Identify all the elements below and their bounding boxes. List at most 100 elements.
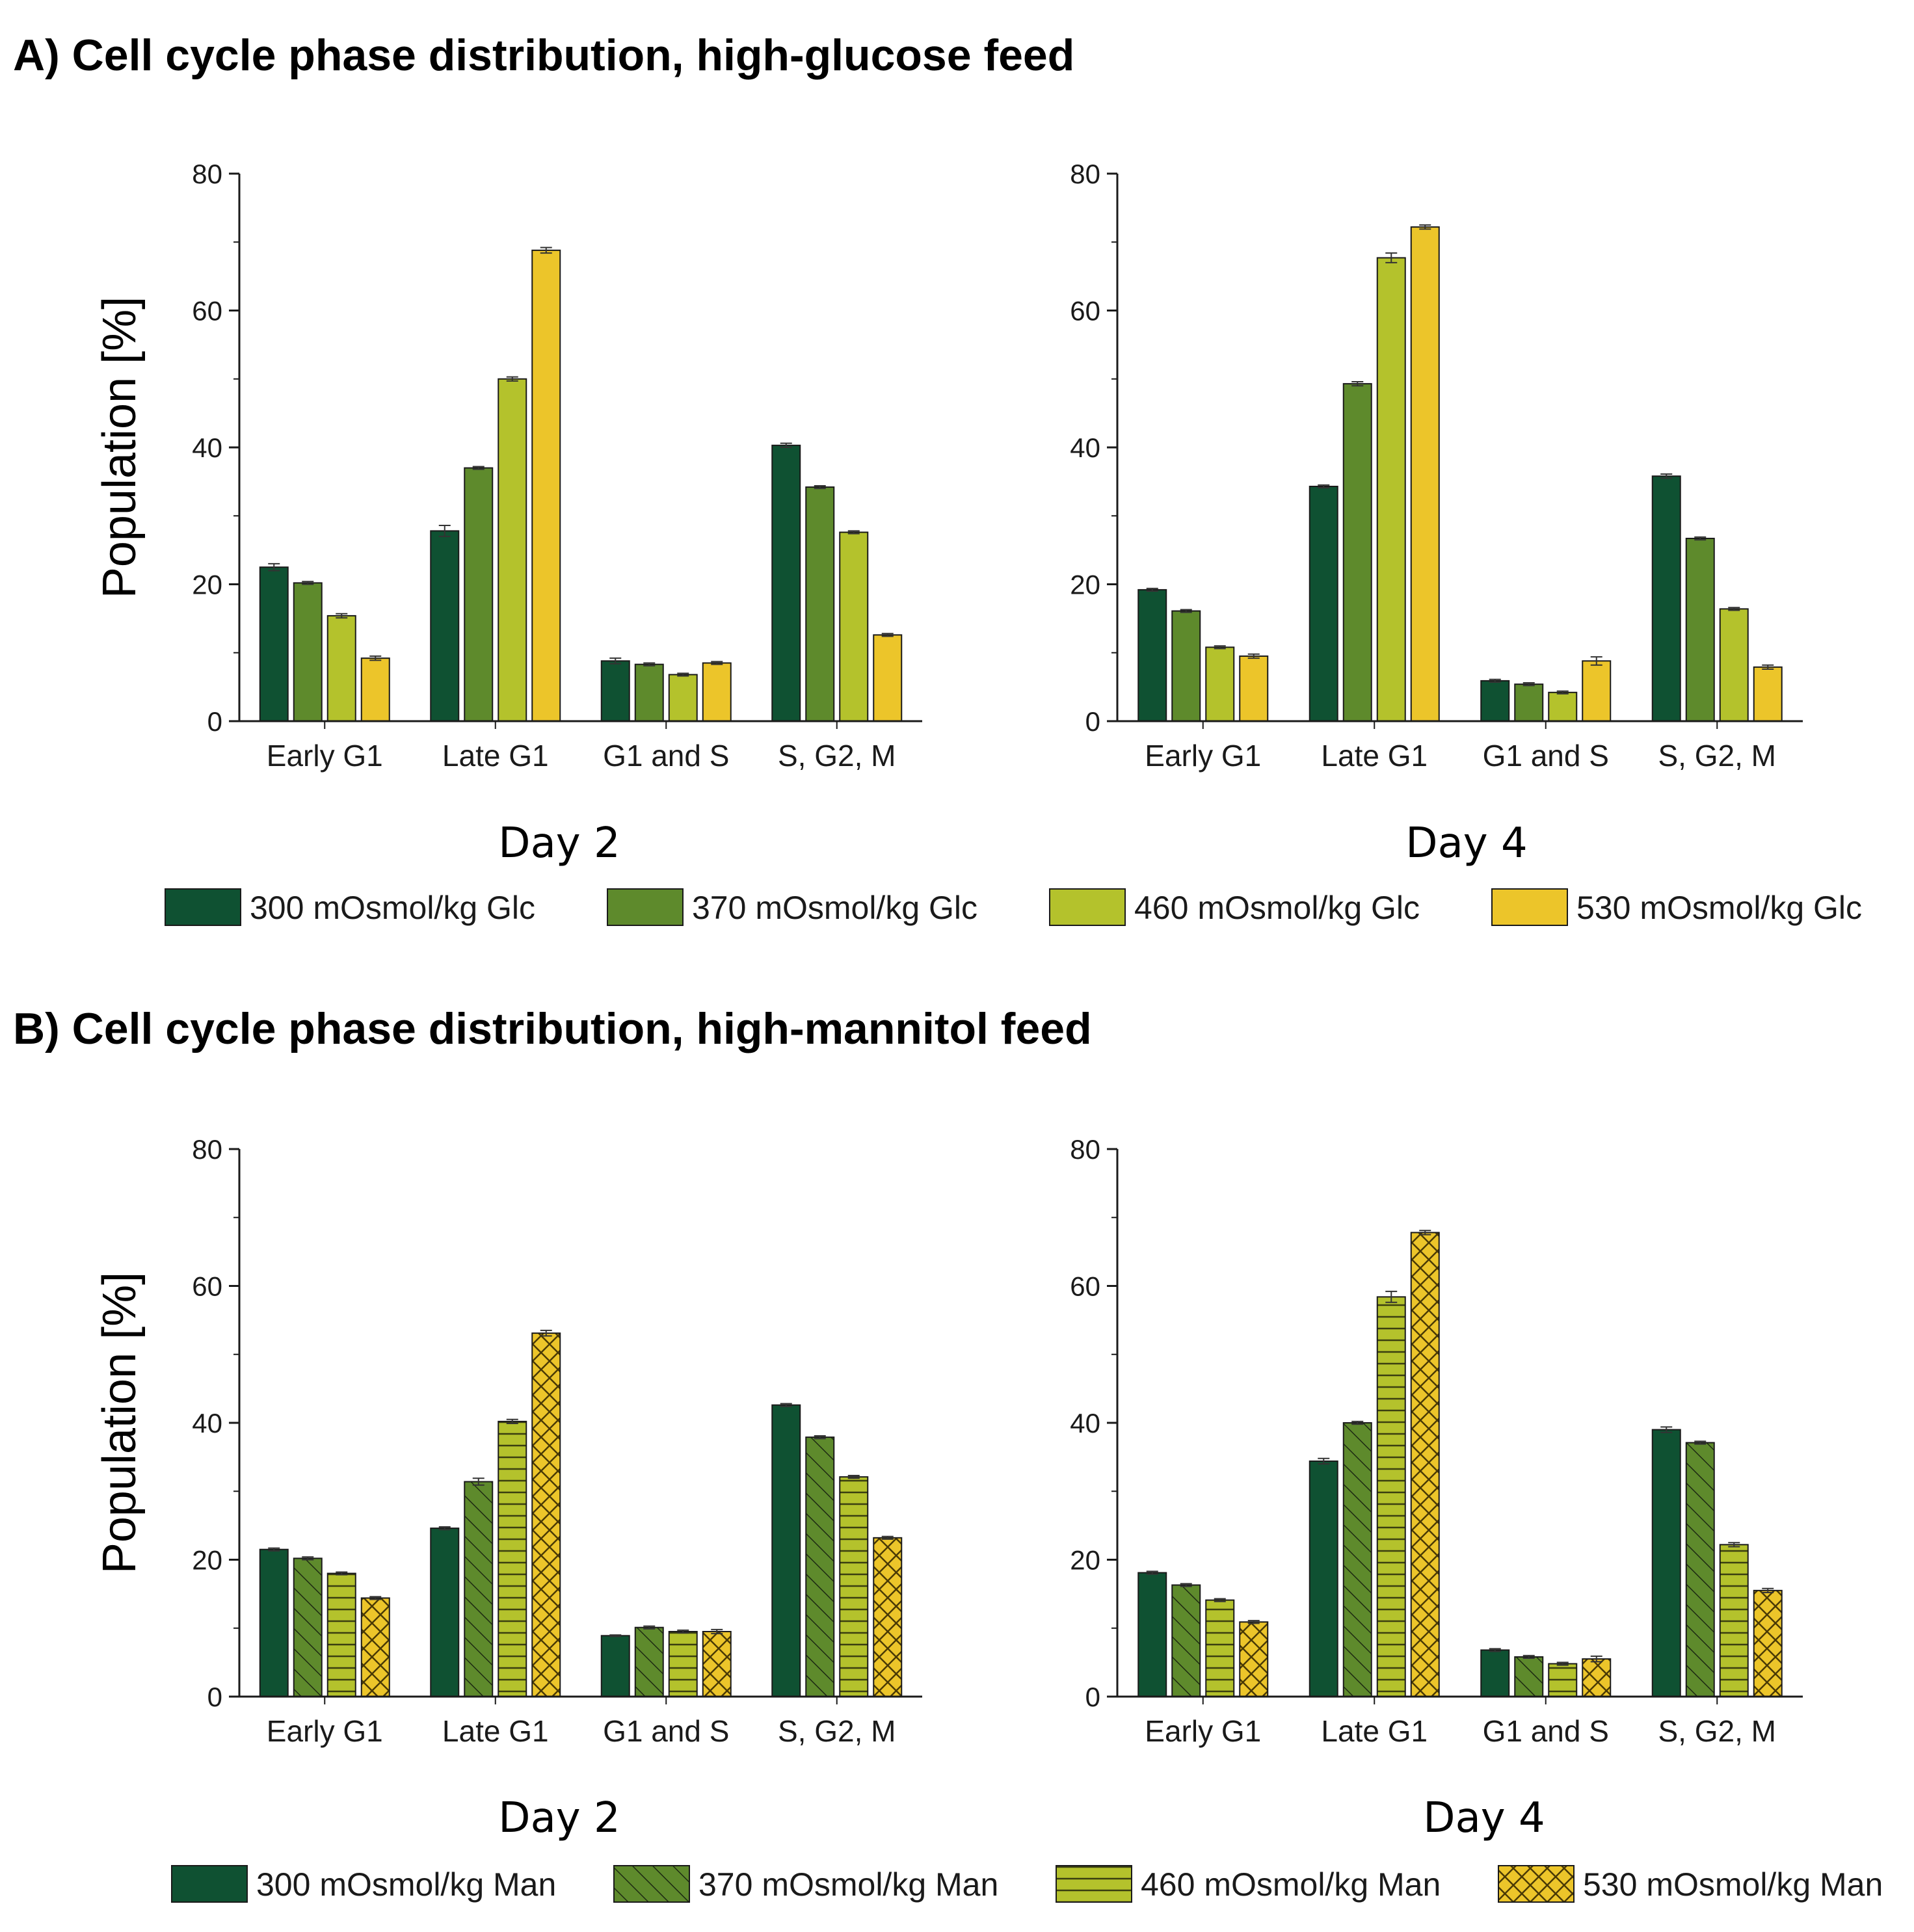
error-bar	[881, 1535, 894, 1540]
category-label: Late G1	[1321, 739, 1428, 773]
bar-3-2	[839, 531, 869, 722]
y-tick-label: 20	[1070, 1545, 1100, 1576]
error-bar	[1590, 656, 1602, 666]
error-bar	[1318, 1457, 1330, 1465]
error-bar	[1419, 1230, 1431, 1236]
chart-title: Day 4	[1405, 819, 1527, 867]
legend-label: 300 mOsmol/kg Man	[256, 1866, 556, 1903]
bar-0-2	[326, 615, 356, 722]
y-tick-label: 80	[192, 159, 222, 189]
bar-3-3	[1753, 1589, 1783, 1698]
bar-1-1	[1342, 1422, 1372, 1697]
error-bar	[1489, 678, 1501, 683]
error-bar	[472, 1477, 485, 1486]
error-bar	[1180, 609, 1192, 613]
error-bar	[540, 1329, 552, 1337]
legend-swatch	[171, 1865, 248, 1903]
error-bar	[438, 1526, 451, 1531]
category-label: Early G1	[1145, 739, 1261, 773]
error-bar	[268, 1547, 280, 1552]
chart-a-day2: 0 20 40 60 80 Early G1 Late G1 G1 and S S, G2, M…	[94, 159, 922, 867]
error-bar	[1247, 1620, 1260, 1624]
category-label: Late G1	[1321, 1714, 1428, 1748]
bar-2-1	[634, 663, 664, 722]
legend-label: 370 mOsmol/kg Glc	[692, 890, 977, 926]
bar-3-3	[873, 1537, 903, 1698]
bar-3-1	[1685, 1442, 1715, 1697]
bar-1-2	[1376, 257, 1406, 722]
y-tick-label: 40	[192, 432, 222, 463]
bar-2-2	[668, 1631, 698, 1697]
y-tick-label: 60	[192, 296, 222, 326]
error-bar	[336, 1571, 348, 1576]
category-label: G1 and S	[1483, 739, 1609, 773]
legend-swatch	[165, 888, 241, 926]
bar-2-1	[1514, 683, 1544, 722]
legend-glucose: 300 mOsmol/kg Glc 370 mOsmol/kg Glc 460 mO…	[165, 888, 1862, 926]
y-tick-label: 0	[207, 1682, 222, 1712]
bar-1-2	[1376, 1296, 1406, 1697]
error-bar	[780, 1403, 792, 1407]
bar-1-3	[531, 1332, 561, 1698]
bar-2-0	[1480, 680, 1510, 722]
error-bar	[1660, 1426, 1673, 1433]
error-bar	[1728, 1542, 1740, 1548]
error-bar	[1351, 380, 1364, 387]
error-bar	[847, 530, 860, 535]
error-bar	[1146, 587, 1158, 592]
legend-label: 530 mOsmol/kg Glc	[1576, 890, 1862, 926]
bar-1-0	[1309, 485, 1338, 722]
error-bar	[369, 655, 382, 661]
error-bar	[1694, 536, 1707, 541]
panel-a-title: A) Cell cycle phase distribution, high-g…	[13, 31, 1074, 80]
bar-0-1	[293, 582, 323, 722]
bar-2-2	[1548, 691, 1578, 722]
bar-2-2	[1548, 1663, 1578, 1697]
bar-3-1	[805, 1436, 835, 1698]
error-bar	[814, 1435, 826, 1440]
error-bar	[1762, 1587, 1774, 1594]
bar-2-3	[702, 1631, 732, 1697]
error-bar	[438, 524, 451, 537]
bar-3-0	[1651, 1429, 1681, 1697]
error-bar	[472, 466, 485, 470]
category-label: Early G1	[267, 739, 383, 773]
error-bar	[1146, 1570, 1158, 1575]
bar-3-2	[1719, 1544, 1749, 1697]
error-bar	[677, 1629, 689, 1634]
legend-swatch	[613, 1865, 690, 1903]
category-label: Early G1	[267, 1714, 383, 1748]
bar-2-0	[600, 660, 630, 722]
bar-1-1	[464, 467, 494, 722]
bar-2-2	[668, 674, 698, 722]
legend-swatch	[1491, 888, 1568, 926]
error-bar	[1728, 607, 1740, 611]
bar-0-2	[326, 1572, 356, 1698]
bar-0-1	[293, 1557, 323, 1698]
chart-title: Day 2	[498, 819, 620, 867]
y-tick-label: 40	[1070, 1408, 1100, 1438]
y-axis-label: Population [%]	[94, 1272, 146, 1574]
bar-3-2	[1719, 608, 1749, 722]
category-label: S, G2, M	[1658, 739, 1776, 773]
error-bar	[540, 246, 552, 254]
legend-label: 530 mOsmol/kg Man	[1583, 1866, 1883, 1903]
bar-2-1	[1514, 1656, 1544, 1698]
category-label: Late G1	[442, 739, 549, 773]
bar-0-0	[1137, 1572, 1167, 1698]
error-bar	[643, 1625, 656, 1630]
bar-0-1	[1171, 1584, 1201, 1697]
bar-3-1	[805, 486, 835, 722]
error-bar	[1351, 1420, 1364, 1425]
bar-2-3	[1582, 1658, 1612, 1698]
error-bar	[881, 633, 894, 637]
legend-label: 300 mOsmol/kg Glc	[250, 890, 535, 926]
y-tick-label: 0	[1085, 706, 1100, 737]
y-tick-label: 60	[1070, 1271, 1100, 1302]
bar-3-0	[1651, 475, 1681, 722]
bar-2-3	[702, 662, 732, 722]
bar-1-1	[1342, 383, 1372, 722]
chart-title: Day 4	[1423, 1794, 1545, 1842]
bar-3-3	[873, 634, 903, 722]
